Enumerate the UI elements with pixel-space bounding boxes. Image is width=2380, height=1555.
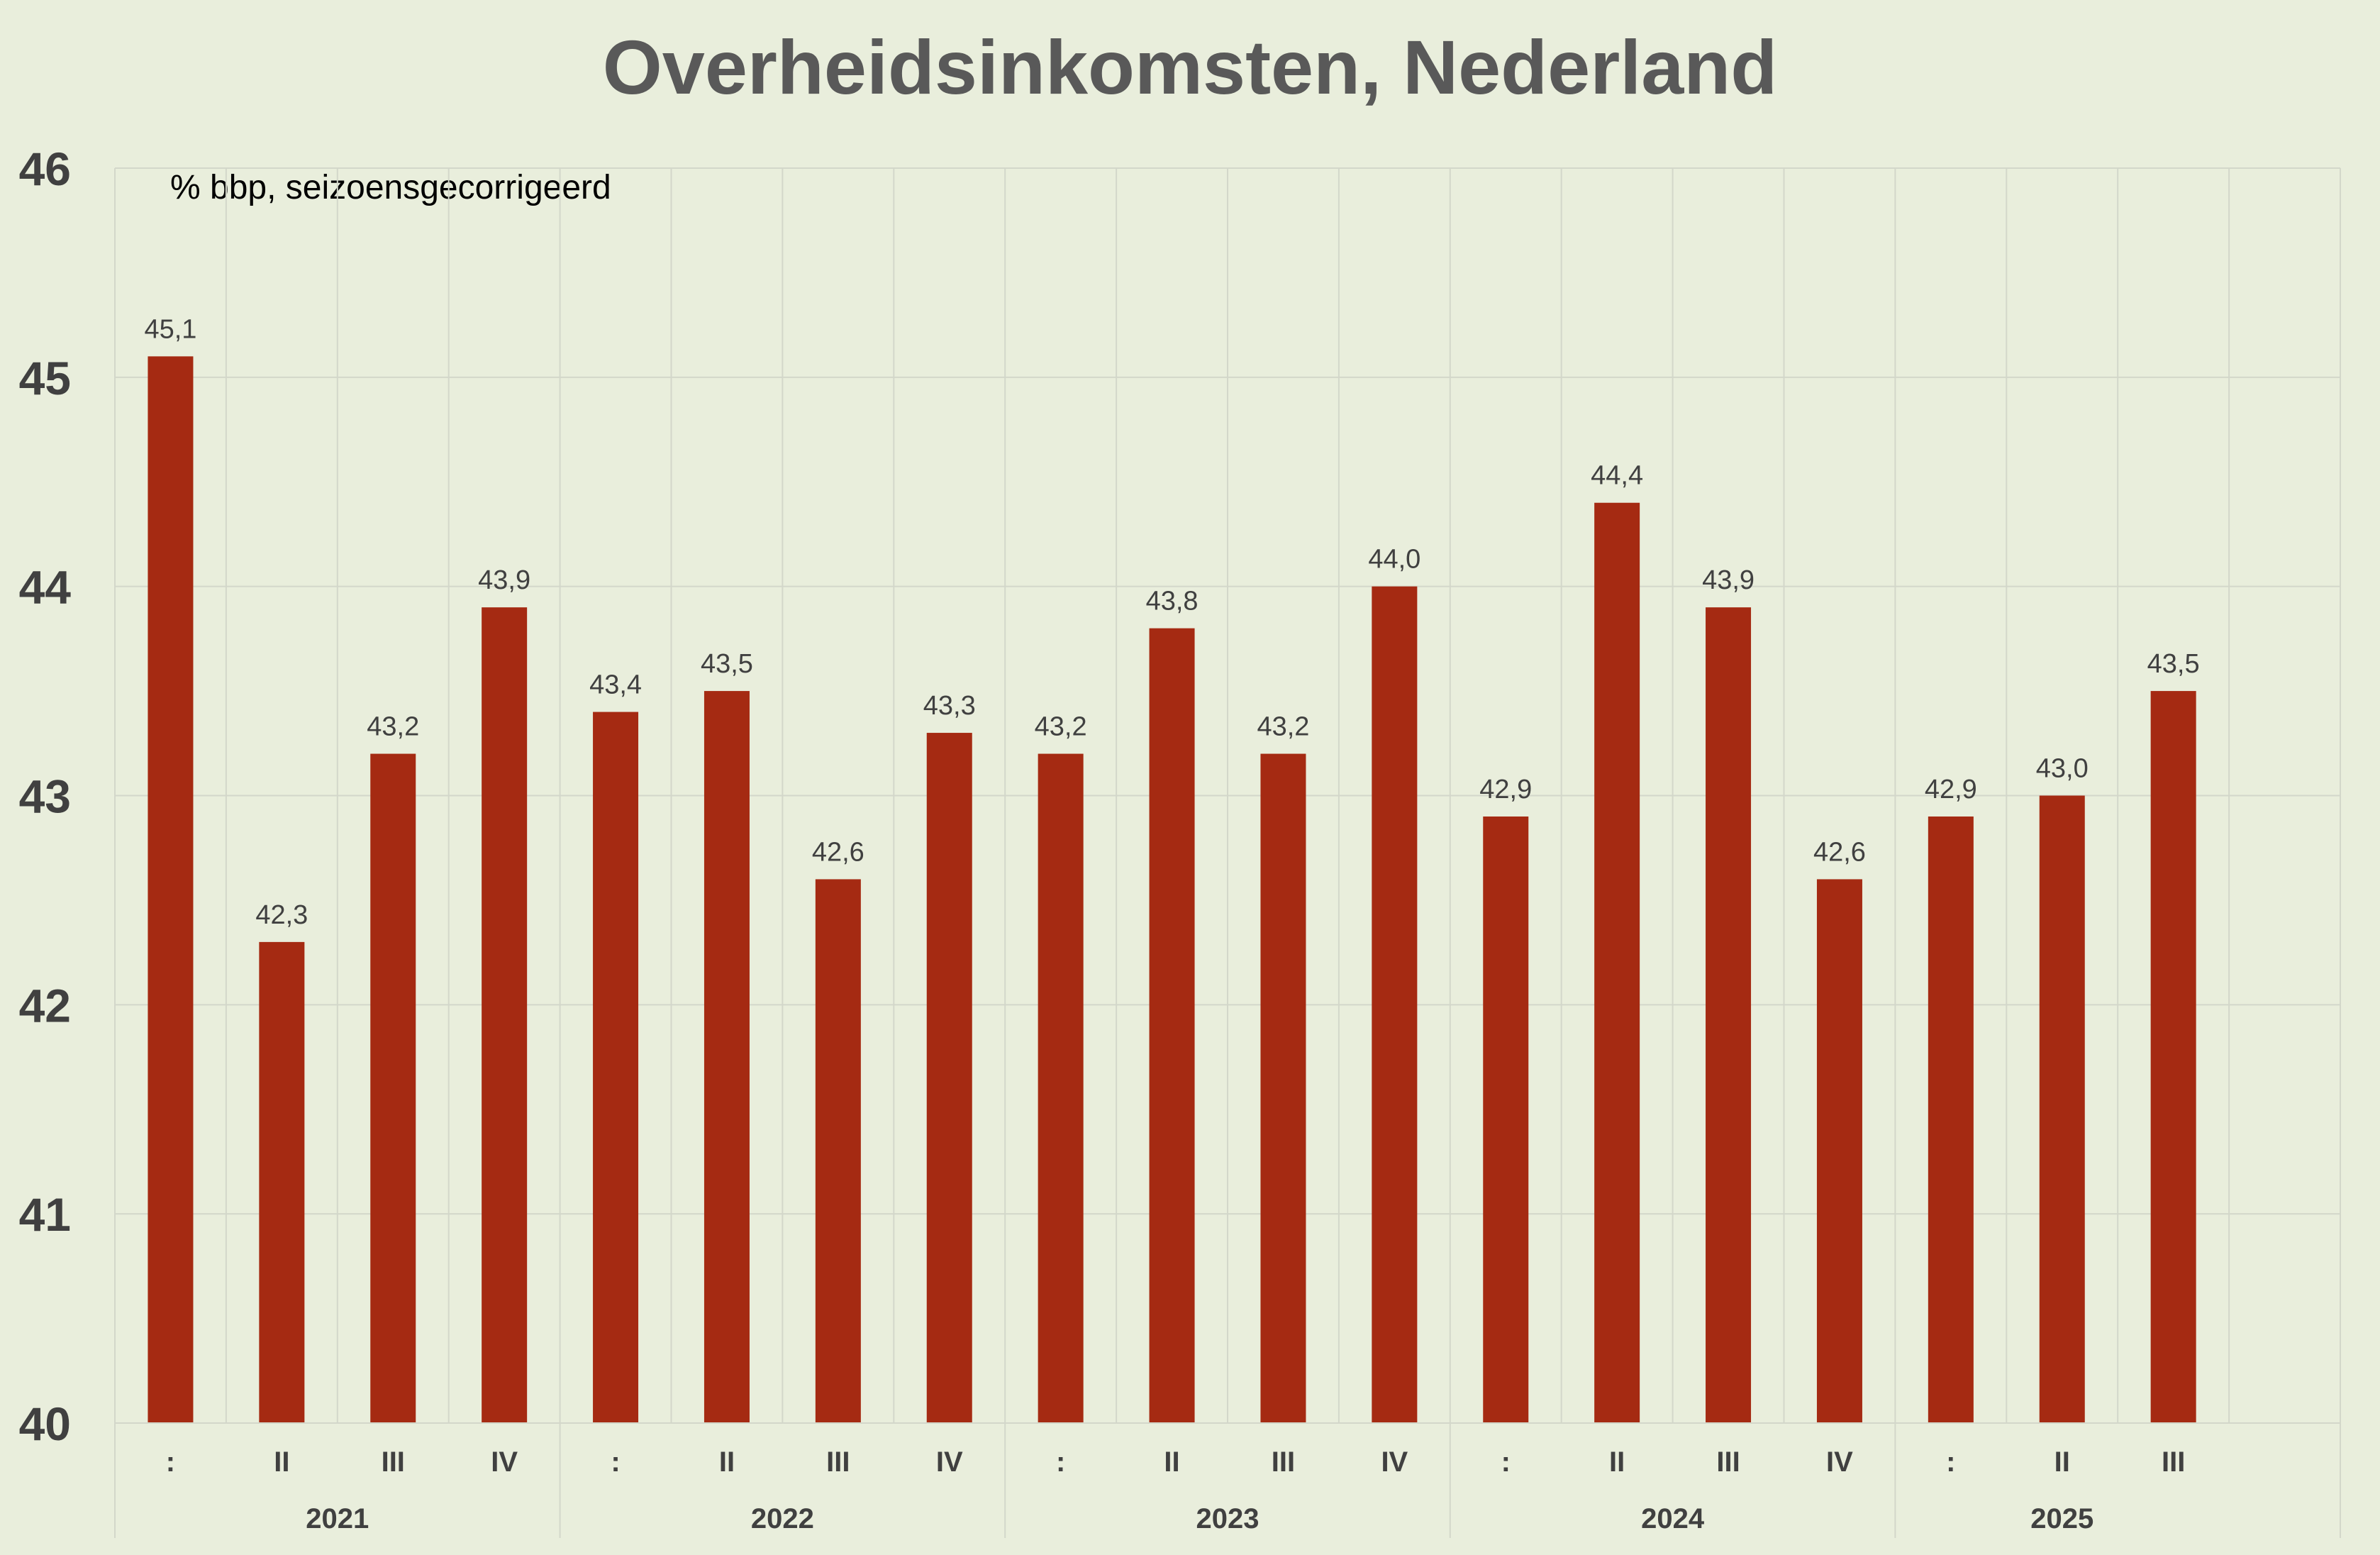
data-label: 43,9 (478, 565, 530, 595)
y-tick-label: 46 (19, 143, 71, 195)
bar (1594, 502, 1640, 1423)
x-tick-label: IV (491, 1446, 518, 1478)
x-group-label: 2021 (306, 1503, 369, 1534)
data-label: 42,9 (1479, 775, 1532, 804)
x-tick-label: : (1056, 1446, 1065, 1478)
data-label: 43,3 (923, 691, 976, 721)
x-tick-label: II (274, 1446, 289, 1478)
y-tick-label: 45 (19, 352, 71, 404)
data-label: 43,8 (1146, 587, 1199, 616)
grid-lines (114, 167, 2341, 1424)
bar (1706, 607, 1752, 1423)
x-tick-label: III (382, 1446, 405, 1478)
data-labels: 45,1 42,3 43,2 43,9 43,4 43,5 42,6 43,3 43,2 43,8… (144, 314, 2199, 930)
y-tick-label: 42 (19, 979, 71, 1031)
data-label: 42,6 (812, 837, 864, 867)
bar (1149, 628, 1195, 1424)
bar (2039, 795, 2085, 1423)
bar (1372, 586, 1418, 1423)
x-tick-label: : (611, 1446, 620, 1478)
x-tick-label: III (1716, 1446, 1740, 1478)
data-label: 42,3 (255, 900, 308, 930)
x-tick-label: III (1272, 1446, 1295, 1478)
bar (148, 356, 194, 1424)
x-tick-label: II (719, 1446, 735, 1478)
bar (1483, 816, 1529, 1423)
data-label: 42,6 (1813, 837, 1866, 867)
y-tick-label: 43 (19, 770, 71, 823)
x-tick-label: IV (1381, 1446, 1408, 1478)
x-tick-label: III (826, 1446, 850, 1478)
y-tick-label: 44 (19, 561, 72, 614)
bar (482, 607, 528, 1423)
bar (1928, 816, 1974, 1423)
bar (259, 941, 305, 1423)
x-group-label: 2023 (1196, 1503, 1259, 1534)
data-label: 43,2 (1257, 712, 1309, 742)
data-label: 43,9 (1702, 565, 1755, 595)
bar (926, 733, 972, 1423)
bar (593, 712, 639, 1423)
bar (815, 879, 861, 1423)
data-label: 44,0 (1368, 545, 1420, 575)
chart-subtitle: % bbp, seizoensgecorrigeerd (170, 169, 611, 206)
data-label: 43,0 (2036, 754, 2089, 784)
data-label: 43,4 (589, 670, 642, 700)
y-tick-label: 41 (19, 1188, 71, 1241)
bar (704, 691, 750, 1424)
data-label: 43,2 (1035, 712, 1087, 742)
x-tick-label: II (1164, 1446, 1179, 1478)
bars (148, 356, 2196, 1424)
y-tick-label: 40 (19, 1398, 71, 1450)
x-tick-label: IV (936, 1446, 963, 1478)
x-group-label: 2022 (751, 1503, 814, 1534)
x-group-label: 2025 (2030, 1503, 2093, 1534)
bar (370, 753, 416, 1423)
x-tick-label: III (2162, 1446, 2185, 1478)
data-label: 44,4 (1591, 461, 1643, 491)
x-tick-label: : (166, 1446, 175, 1478)
data-label: 43,5 (701, 649, 753, 679)
bar (1038, 753, 1084, 1423)
x-tick-label: II (1609, 1446, 1625, 1478)
data-label: 42,9 (1925, 775, 1977, 804)
x-tick-label: : (1946, 1446, 1955, 1478)
bar (1816, 879, 1862, 1423)
data-label: 43,2 (367, 712, 419, 742)
x-group-label: 2024 (1641, 1503, 1705, 1534)
chart-title: Overheidsinkomsten, Nederland (603, 24, 1778, 110)
x-tick-label: IV (1826, 1446, 1853, 1478)
data-label: 43,5 (2147, 649, 2200, 679)
x-tick-label: II (2054, 1446, 2070, 1478)
bar (2150, 691, 2196, 1424)
bar (1260, 753, 1306, 1423)
data-label: 45,1 (144, 314, 196, 344)
x-tick-label: : (1501, 1446, 1511, 1478)
